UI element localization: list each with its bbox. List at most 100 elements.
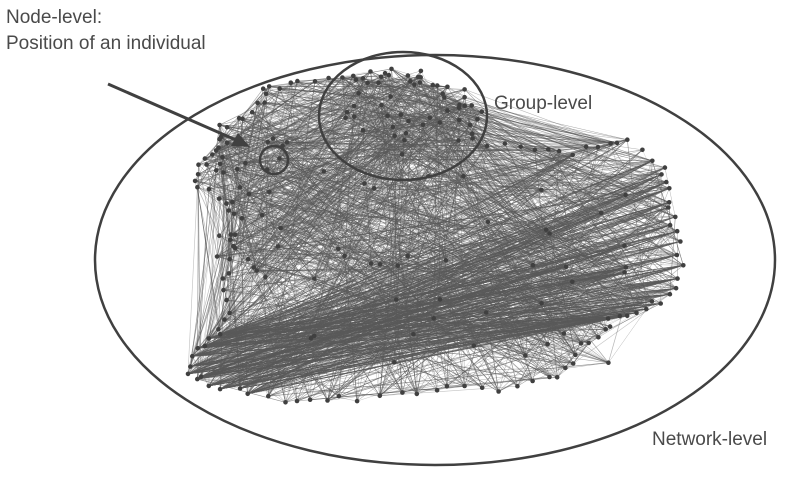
network-node <box>342 253 347 259</box>
network-edge <box>355 79 662 175</box>
network-node <box>217 161 223 167</box>
network-edge <box>253 230 678 268</box>
network-node <box>530 262 536 268</box>
network-node <box>543 227 549 232</box>
network-node <box>360 76 366 81</box>
network-edge <box>279 88 346 119</box>
network-edge <box>472 133 573 282</box>
network-node <box>678 239 683 244</box>
network-node <box>515 383 520 389</box>
network-node <box>403 130 409 136</box>
network-node <box>228 237 233 243</box>
network-edge <box>248 135 395 195</box>
network-edge <box>290 82 324 172</box>
network-node <box>206 186 212 192</box>
network-node <box>312 276 317 281</box>
network-edge <box>380 76 405 141</box>
network-edge <box>222 156 677 256</box>
group-level-label: Group-level <box>494 93 593 114</box>
network-edge <box>390 96 409 122</box>
network-node <box>570 152 575 158</box>
network-node <box>462 94 467 100</box>
network-edge <box>218 147 567 268</box>
network-node <box>354 398 360 404</box>
network-node <box>470 136 475 141</box>
network-edge <box>242 118 459 141</box>
network-edge <box>220 301 653 390</box>
network-node <box>216 327 221 332</box>
network-edge <box>286 89 465 143</box>
network-node <box>351 103 357 109</box>
network-edge <box>223 75 409 173</box>
network-edge <box>230 104 460 235</box>
network-edge <box>190 278 678 367</box>
network-edge <box>473 154 573 346</box>
network-node <box>539 187 544 193</box>
network-edge <box>234 84 433 249</box>
network-edge <box>212 86 270 155</box>
network-edge <box>217 139 628 257</box>
network-node <box>237 185 243 190</box>
network-edge <box>228 174 662 211</box>
network-edge <box>197 212 602 380</box>
network-node <box>288 80 294 85</box>
network-edge <box>264 102 665 168</box>
network-edge <box>208 183 365 190</box>
network-edge <box>197 170 217 380</box>
network-edge <box>253 181 667 268</box>
network-node <box>435 83 440 88</box>
network-edge <box>416 82 421 394</box>
network-node <box>443 258 449 263</box>
network-edge <box>204 278 678 347</box>
network-edge <box>247 181 667 395</box>
network-edge <box>265 93 395 137</box>
network-edge <box>197 174 662 380</box>
network-edge <box>233 183 365 214</box>
network-edge <box>192 120 409 357</box>
network-node <box>461 174 466 179</box>
network-edge <box>187 301 653 375</box>
network-node <box>390 124 396 130</box>
network-node <box>546 147 551 152</box>
network-edge <box>190 315 620 367</box>
network-edge <box>223 168 238 173</box>
network-node <box>437 297 443 302</box>
network-node <box>563 365 568 371</box>
network-node <box>275 244 281 249</box>
network-edge <box>285 318 609 403</box>
network-node <box>216 196 222 201</box>
network-node <box>456 117 462 123</box>
network-edge <box>220 188 375 335</box>
network-node <box>640 147 645 153</box>
network-edge <box>327 104 460 401</box>
network-node <box>379 102 384 108</box>
network-node <box>530 378 535 384</box>
network-node <box>402 137 407 143</box>
network-node <box>667 291 673 297</box>
network-edge <box>370 71 408 257</box>
network-node <box>224 125 230 130</box>
network-edge <box>226 93 267 128</box>
network-edge <box>344 118 478 257</box>
network-node <box>418 75 424 80</box>
network-edge <box>279 86 448 159</box>
network-edge <box>252 112 363 131</box>
node-level-label: Node-level: Position of an individual <box>6 5 206 57</box>
network-edge <box>192 194 626 357</box>
network-edge <box>256 80 411 271</box>
network-edge <box>472 138 618 144</box>
network-node <box>554 375 560 380</box>
network-edge <box>354 116 627 268</box>
network-edge <box>458 140 533 382</box>
network-edge <box>230 189 542 241</box>
network-edge <box>338 160 653 250</box>
network-edge <box>459 119 560 152</box>
network-node <box>547 374 552 380</box>
network-node <box>462 103 468 109</box>
network-edge <box>297 80 403 155</box>
network-node <box>246 191 252 197</box>
network-edge <box>208 241 681 339</box>
network-node <box>462 383 467 389</box>
network-node <box>277 86 283 91</box>
network-node <box>444 384 450 389</box>
